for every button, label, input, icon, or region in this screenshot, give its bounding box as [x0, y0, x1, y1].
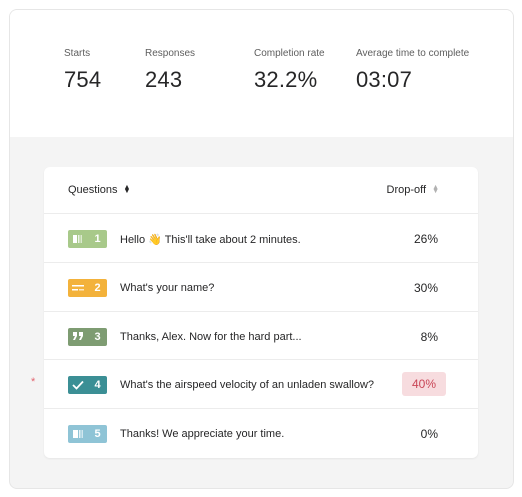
- table-row[interactable]: * 4 What's the airspeed velocity of an u…: [31, 360, 478, 410]
- question-number: 4: [94, 379, 101, 392]
- table-row[interactable]: 5 Thanks! We appreciate your time. 0%: [44, 409, 478, 458]
- table-header: Questions ▲ ▼ Drop-off ▲ ▼: [44, 167, 478, 214]
- question-text-part: This'll take about 2 minutes.: [164, 234, 301, 246]
- column-label: Drop-off: [386, 184, 427, 196]
- dropoff-value: 8%: [420, 329, 438, 344]
- dropoff-column-header[interactable]: Drop-off ▲ ▼: [387, 184, 439, 196]
- question-text-part: Hello: [120, 234, 146, 246]
- stat-completion-rate: Completion rate 32.2%: [254, 48, 325, 93]
- checkmark-icon: [68, 376, 88, 394]
- stat-label: Completion rate: [254, 48, 325, 59]
- question-number: 3: [94, 330, 101, 343]
- waving-hand-icon: 👋: [148, 234, 162, 246]
- question-type-badge: 3: [68, 327, 107, 346]
- table-row[interactable]: 3 Thanks, Alex. Now for the hard part...…: [44, 312, 478, 361]
- dropoff-value: 30%: [413, 280, 438, 295]
- dropoff-table: Questions ▲ ▼ Drop-off ▲ ▼ 1 Hello 👋 This'…: [31, 167, 478, 458]
- stat-label: Starts: [64, 48, 91, 59]
- welcome-screen-icon: [68, 230, 88, 248]
- dropoff-value-highlighted: 40%: [402, 372, 446, 397]
- questions-column-header[interactable]: Questions ▲ ▼: [68, 184, 130, 196]
- stat-starts: Starts 754: [64, 48, 101, 93]
- question-text: Thanks! We appreciate your time.: [120, 428, 285, 441]
- table-row[interactable]: 2 What's your name? 30%: [44, 263, 478, 312]
- question-text: Hello 👋 This'll take about 2 minutes.: [120, 233, 301, 246]
- dropoff-value: 26%: [413, 232, 438, 246]
- question-number: 5: [94, 428, 101, 441]
- sort-icon: ▲ ▼: [432, 184, 439, 195]
- question-number: 2: [94, 281, 101, 294]
- statement-quote-icon: [68, 328, 88, 346]
- results-card: Starts 754 Responses 243 Completion rate…: [9, 9, 514, 489]
- sort-icon: ▲ ▼: [123, 184, 131, 195]
- table-row[interactable]: 1 Hello 👋 This'll take about 2 minutes. …: [44, 214, 478, 263]
- stat-value: 754: [64, 67, 102, 92]
- stat-label: Average time to complete: [356, 48, 470, 59]
- question-number: 1: [94, 233, 101, 245]
- dropoff-value: 0%: [420, 427, 438, 442]
- question-text: Thanks, Alex. Now for the hard part...: [120, 330, 302, 343]
- question-type-badge: 1: [68, 230, 107, 248]
- column-label: Questions: [68, 184, 118, 196]
- stat-value: 03:07: [356, 67, 413, 92]
- required-asterisk: *: [31, 376, 36, 389]
- question-type-badge: 5: [68, 425, 107, 444]
- summary-stats: Starts 754 Responses 243 Completion rate…: [10, 10, 513, 137]
- question-type-badge: 4: [68, 376, 107, 395]
- short-text-icon: [68, 279, 88, 297]
- thank-you-screen-icon: [68, 425, 88, 443]
- stat-average-time: Average time to complete 03:07: [356, 48, 469, 93]
- question-text: What's the airspeed velocity of an unlad…: [120, 379, 375, 392]
- question-text: What's your name?: [120, 281, 215, 294]
- question-type-badge: 2: [68, 278, 107, 297]
- stat-label: Responses: [145, 48, 196, 59]
- stat-value: 243: [145, 67, 183, 92]
- stat-responses: Responses 243: [145, 48, 195, 93]
- stat-value: 32.2%: [254, 67, 318, 92]
